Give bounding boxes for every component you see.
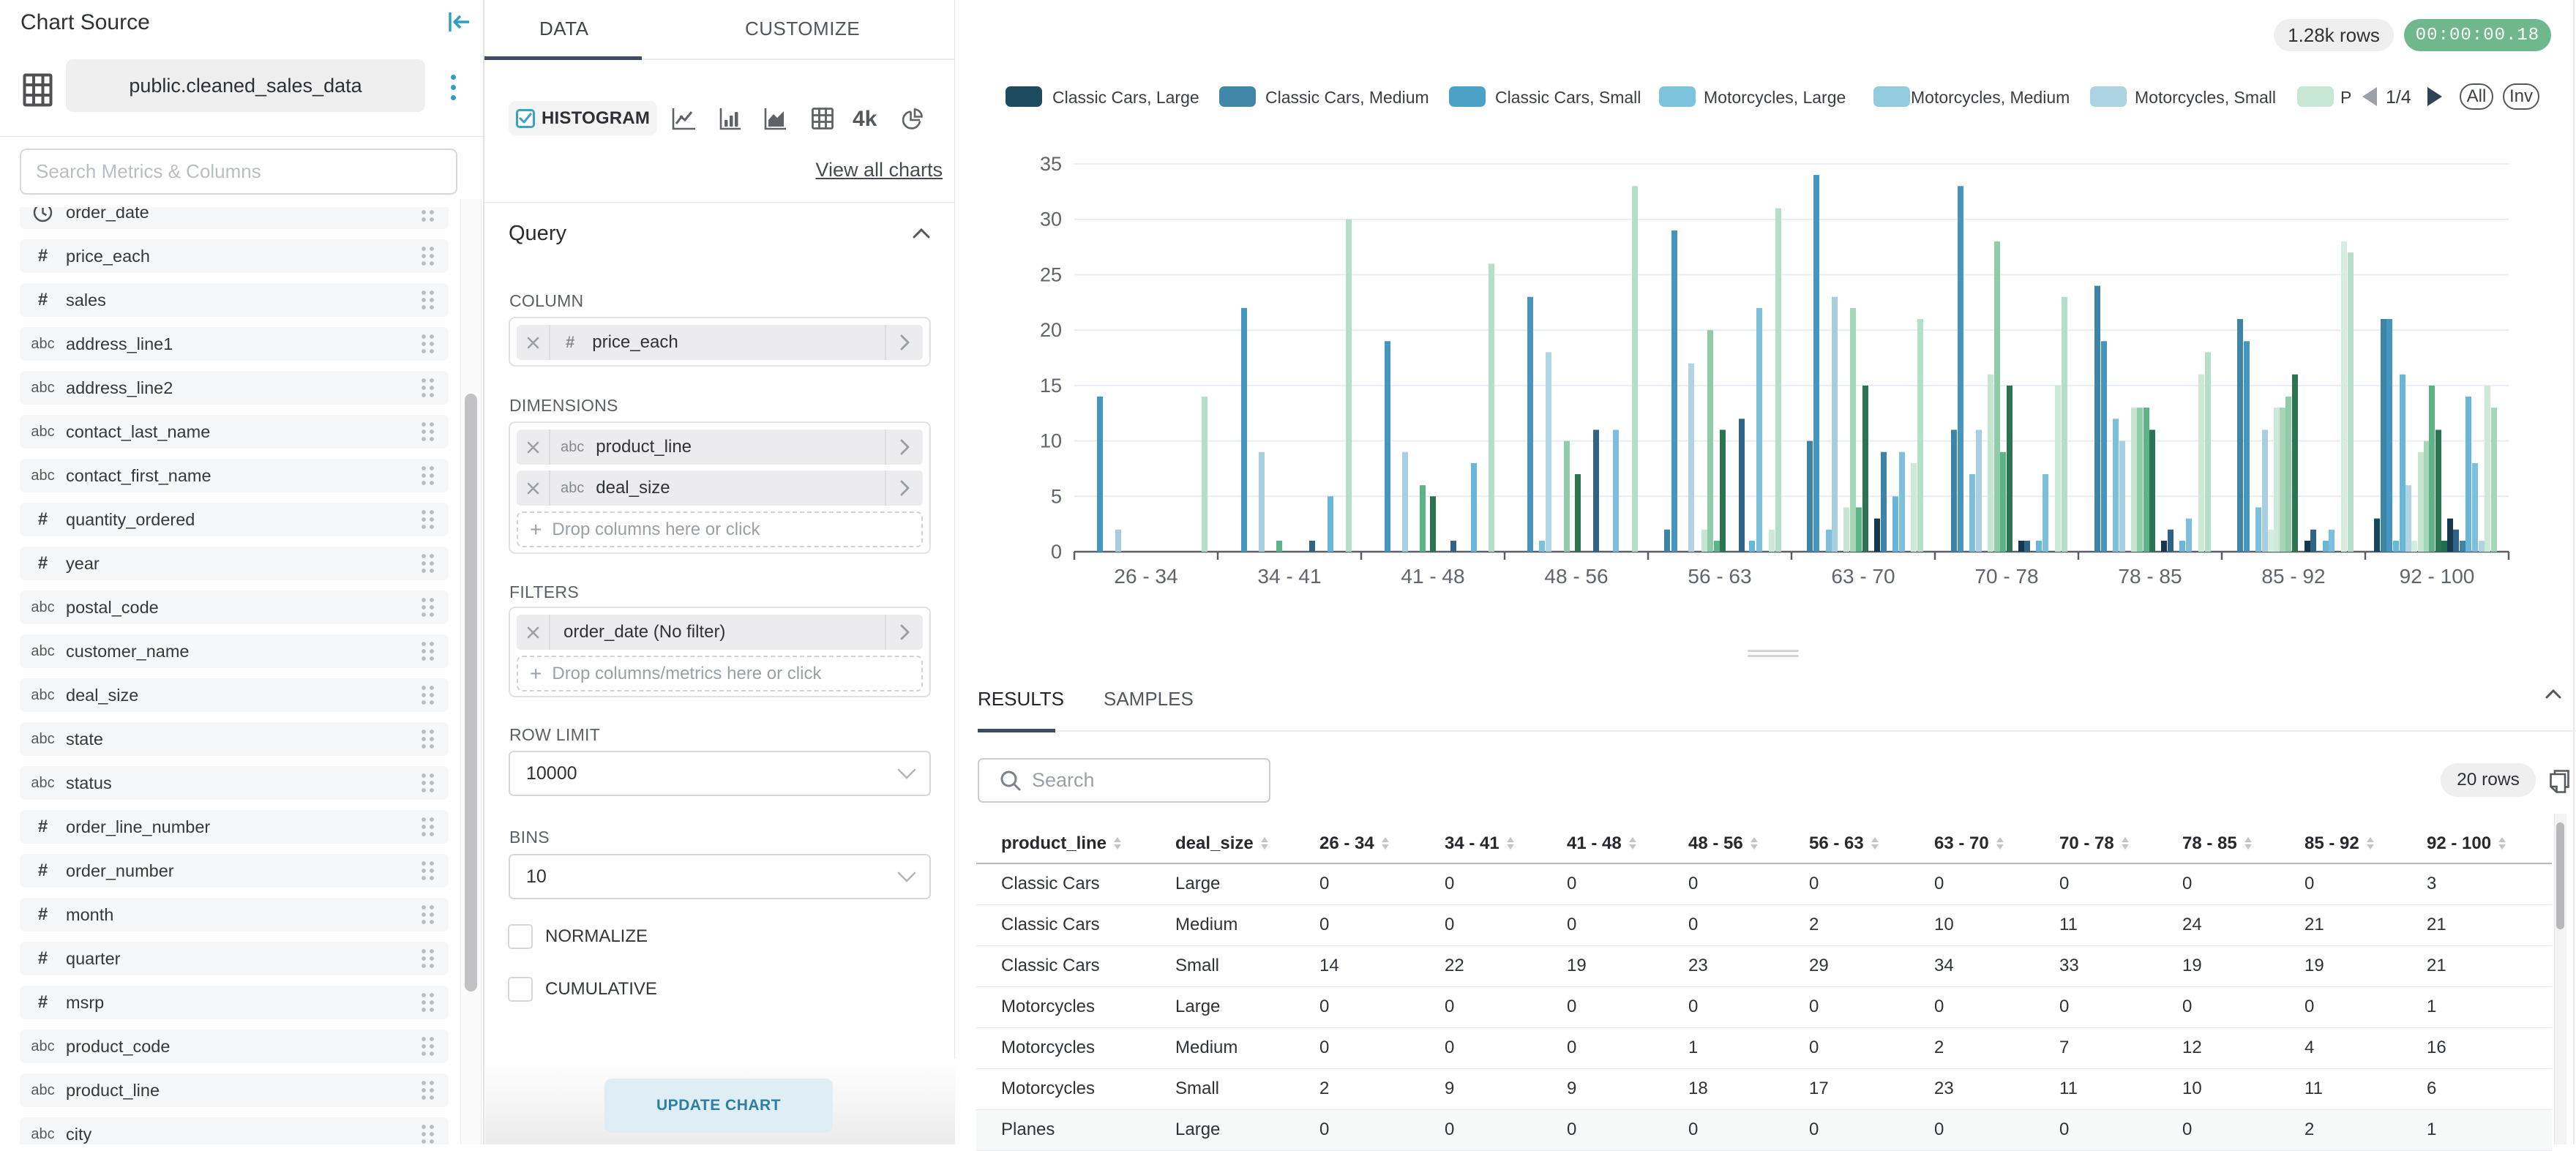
svg-text:34 - 41: 34 - 41 (1257, 565, 1321, 588)
svg-text:56 - 63: 56 - 63 (1688, 565, 1751, 588)
svg-text:92 - 100: 92 - 100 (2400, 565, 2475, 588)
svg-text:41 - 48: 41 - 48 (1401, 565, 1464, 588)
svg-text:0: 0 (1051, 541, 1062, 563)
svg-text:48 - 56: 48 - 56 (1544, 565, 1608, 588)
svg-text:5: 5 (1051, 485, 1062, 507)
svg-text:15: 15 (1040, 375, 1062, 397)
svg-text:78 - 85: 78 - 85 (2118, 565, 2182, 588)
svg-text:10: 10 (1040, 430, 1062, 452)
svg-text:85 - 92: 85 - 92 (2261, 565, 2325, 588)
svg-text:30: 30 (1040, 209, 1062, 230)
svg-text:35: 35 (1040, 153, 1062, 175)
svg-text:20: 20 (1040, 319, 1062, 341)
svg-text:70 - 78: 70 - 78 (1974, 565, 2038, 588)
svg-text:25: 25 (1040, 263, 1062, 285)
svg-text:26 - 34: 26 - 34 (1114, 565, 1177, 588)
svg-text:63 - 70: 63 - 70 (1831, 565, 1895, 588)
